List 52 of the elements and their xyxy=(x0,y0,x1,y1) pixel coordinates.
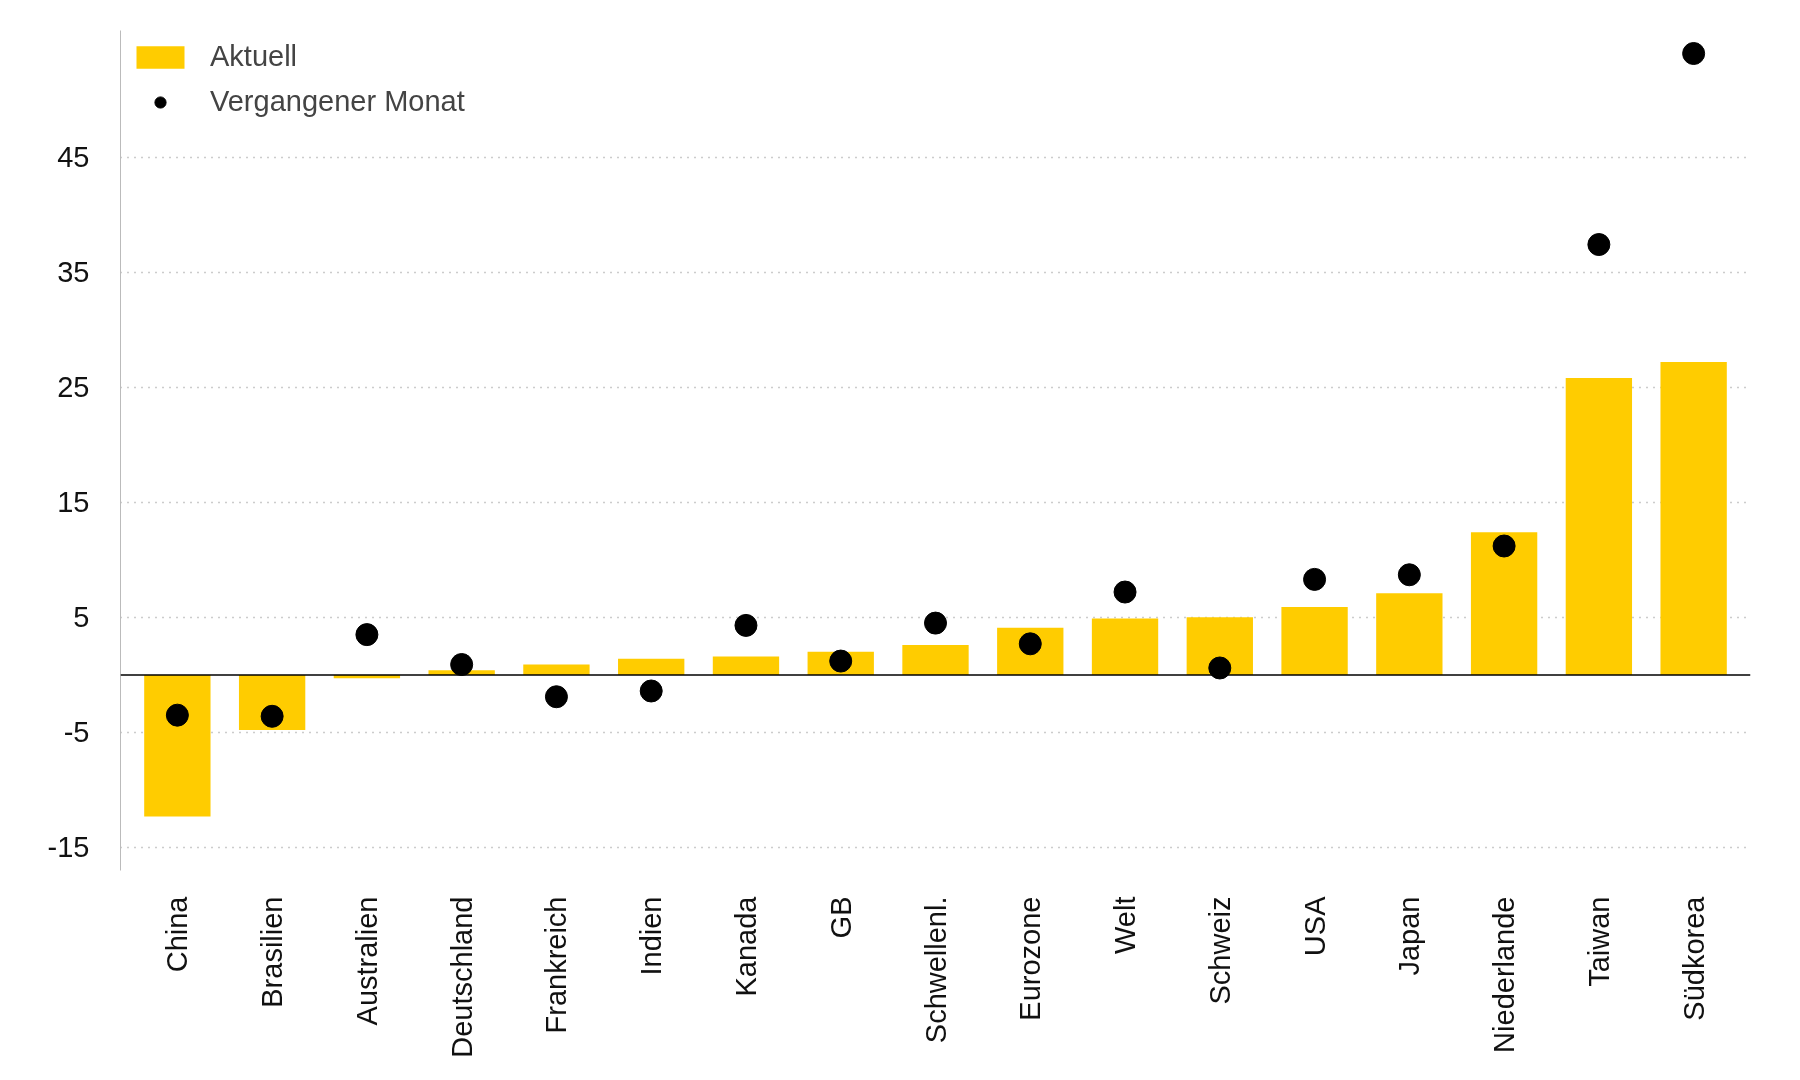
x-tick-label: Südkorea xyxy=(1677,895,1710,1021)
x-tick-label: China xyxy=(161,895,194,973)
bar xyxy=(618,658,685,675)
point xyxy=(355,623,379,647)
y-tick-label: 35 xyxy=(57,256,90,289)
point xyxy=(1397,563,1421,587)
point xyxy=(829,649,853,673)
point xyxy=(639,679,663,703)
point xyxy=(544,685,568,709)
bar xyxy=(1091,618,1159,675)
x-tick-label: Eurozone xyxy=(1014,896,1047,1021)
y-tick-label: 5 xyxy=(73,601,90,634)
point xyxy=(1303,567,1327,591)
x-tick-label: Brasilien xyxy=(256,896,289,1008)
y-tick-label: 15 xyxy=(57,486,90,519)
bar xyxy=(1565,378,1633,675)
point xyxy=(1113,580,1137,604)
x-tick-label: Niederlande xyxy=(1488,896,1521,1053)
bar xyxy=(712,656,780,675)
x-tick-label: GB xyxy=(824,896,857,939)
bar xyxy=(1660,361,1727,675)
y-tick-label: -15 xyxy=(47,831,90,864)
x-tick-label: Japan xyxy=(1393,896,1426,976)
x-tick-label: Deutschland xyxy=(445,896,478,1058)
point xyxy=(734,613,758,637)
y-tick-label: 25 xyxy=(57,371,90,404)
legend-label: Vergangener Monat xyxy=(210,85,465,118)
point xyxy=(450,653,474,677)
x-tick-label: Australien xyxy=(350,896,383,1026)
x-tick-label: Frankreich xyxy=(540,896,573,1034)
x-tick-label: Taiwan xyxy=(1582,896,1615,987)
point xyxy=(1492,534,1516,558)
bar xyxy=(902,644,969,675)
point xyxy=(165,703,189,727)
point xyxy=(924,611,947,635)
x-tick-label: Indien xyxy=(635,896,668,976)
x-tick-label: Schweiz xyxy=(1203,896,1236,1005)
bar xyxy=(1376,593,1443,675)
y-tick-label: -5 xyxy=(63,716,90,749)
y-tick-label: 45 xyxy=(57,141,90,174)
bar xyxy=(144,674,211,817)
x-tick-label: Schwellenl. xyxy=(919,896,952,1044)
point xyxy=(1587,233,1611,257)
legend-label: Aktuell xyxy=(210,40,298,73)
bar xyxy=(1470,532,1538,675)
point xyxy=(1682,42,1706,65)
x-tick-label: Welt xyxy=(1109,896,1142,954)
point xyxy=(1208,656,1232,680)
bar xyxy=(1281,606,1348,675)
point xyxy=(260,704,284,728)
x-tick-label: Kanada xyxy=(729,895,762,997)
x-tick-label: USA xyxy=(1298,895,1331,957)
